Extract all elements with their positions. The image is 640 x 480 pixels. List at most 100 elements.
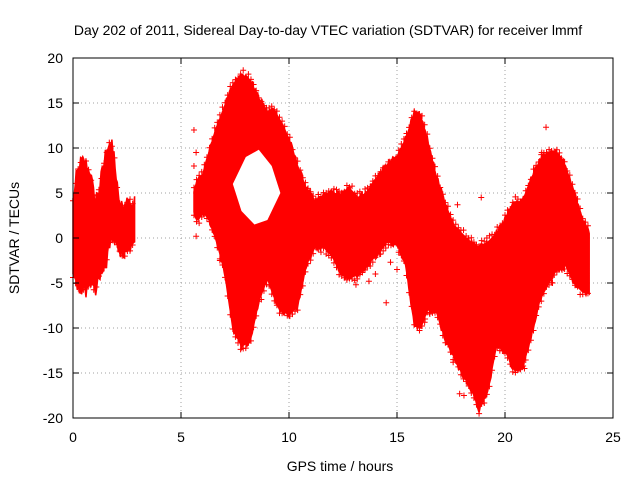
data-point (569, 276, 576, 283)
data-point (193, 176, 200, 183)
data-point (463, 378, 470, 385)
data-point (307, 257, 314, 264)
data-point (393, 240, 400, 247)
data-point (111, 154, 118, 161)
data-point (372, 254, 379, 261)
data-point (98, 175, 105, 182)
data-point (556, 149, 563, 156)
data-point (82, 157, 89, 164)
outlier-point (480, 253, 487, 259)
y-tick-label: -10 (43, 320, 63, 336)
data-point (317, 249, 324, 256)
data-point (400, 135, 407, 142)
data-point (577, 205, 584, 212)
data-point (302, 268, 309, 275)
data-point (496, 224, 503, 231)
data-point (535, 158, 542, 165)
data-point (222, 99, 229, 106)
data-point (569, 181, 576, 188)
data-point (380, 164, 387, 171)
outlier-point (376, 251, 383, 258)
data-point (468, 390, 475, 397)
data-point (398, 252, 405, 259)
outlier-point (190, 163, 197, 169)
data-point (196, 172, 203, 179)
outlier-point (352, 281, 359, 288)
data-point (530, 166, 537, 173)
data-point (129, 242, 136, 249)
data-point (546, 146, 553, 153)
data-point (351, 190, 358, 197)
data-point (75, 281, 82, 288)
data-point (489, 367, 496, 374)
data-point (258, 296, 265, 303)
data-point (315, 245, 322, 252)
data-point (129, 200, 136, 207)
outlier-point (456, 390, 463, 397)
data-point (367, 183, 374, 190)
data-point (103, 149, 110, 156)
data-point (206, 144, 213, 151)
outlier-point (575, 266, 582, 273)
data-point (124, 199, 131, 206)
data-point (354, 275, 361, 282)
data-point (470, 239, 477, 246)
data-point (224, 293, 231, 300)
data-point (209, 135, 216, 142)
data-point (481, 400, 488, 407)
data-point (336, 271, 343, 278)
data-point (559, 266, 566, 273)
data-point (429, 155, 436, 162)
data-point (507, 361, 514, 368)
data-point (127, 247, 134, 254)
data-point (82, 286, 89, 293)
data-point (452, 357, 459, 364)
data-point (574, 283, 581, 290)
data-point (564, 167, 571, 174)
outlier-point (365, 278, 372, 285)
data-point (328, 254, 335, 261)
data-point (400, 257, 407, 264)
data-point (106, 139, 113, 146)
data-point (119, 206, 126, 213)
data-point (362, 186, 369, 193)
data-point (98, 268, 105, 275)
data-point (369, 178, 376, 185)
data-point (310, 193, 317, 200)
outlier-point (426, 309, 433, 316)
x-tick-label: 5 (177, 429, 185, 445)
data-point (571, 282, 578, 289)
outlier-point (460, 392, 467, 399)
data-point (307, 188, 314, 195)
data-point (227, 311, 234, 318)
data-envelope-band (193, 73, 590, 413)
data-point (273, 108, 280, 115)
data-point (266, 282, 273, 289)
data-point (509, 368, 516, 375)
data-point (525, 347, 532, 354)
data-point (382, 163, 389, 170)
data-point (444, 341, 451, 348)
data-point (421, 121, 428, 128)
data-point (527, 176, 534, 183)
data-point (72, 180, 79, 187)
outlier-point (521, 365, 528, 372)
data-point (229, 79, 236, 86)
data-point (574, 196, 581, 203)
data-point (395, 147, 402, 154)
data-point (369, 259, 376, 266)
data-point (196, 220, 203, 227)
data-point (235, 339, 242, 346)
data-point (390, 241, 397, 248)
data-point (330, 259, 337, 266)
data-point (271, 106, 278, 113)
data-point (450, 217, 457, 224)
data-point (434, 314, 441, 321)
data-point (253, 312, 260, 319)
outlier-point (415, 302, 422, 309)
data-point (101, 264, 108, 271)
y-tick-label: -15 (43, 365, 63, 381)
y-tick-label: 10 (47, 140, 63, 156)
data-point (279, 118, 286, 125)
data-point (584, 290, 591, 297)
